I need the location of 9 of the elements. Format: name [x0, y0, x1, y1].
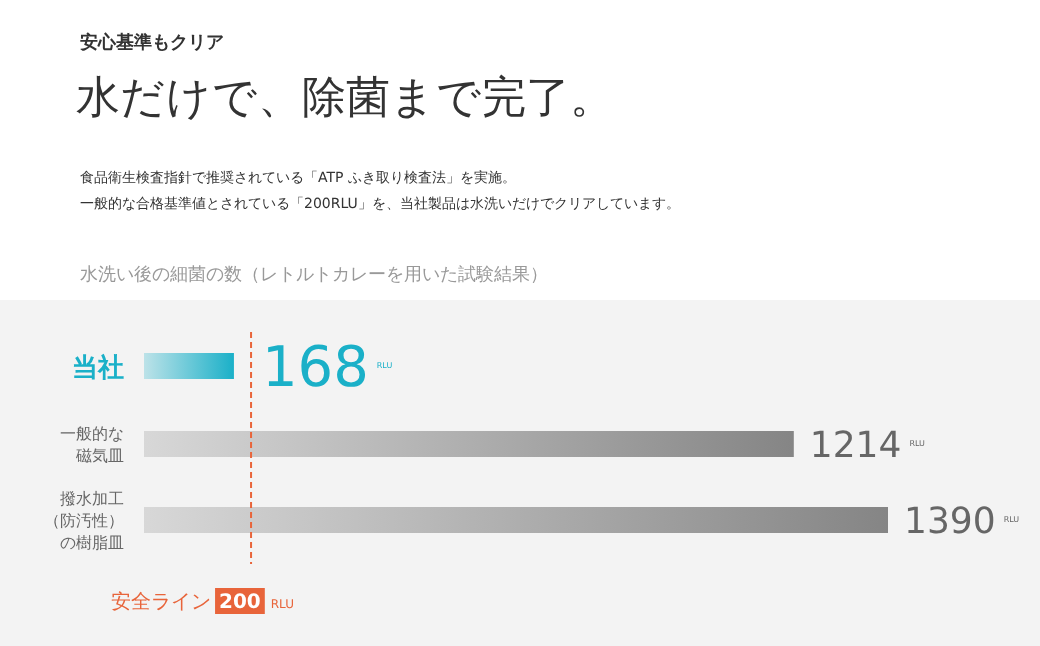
- data-label: 1214: [809, 424, 902, 467]
- chart-title: 水だけで、除菌まで完了。: [76, 74, 614, 124]
- data-label: 1390: [904, 500, 996, 543]
- y-tick-label: 当社: [72, 352, 124, 384]
- data-label: 168: [261, 334, 369, 401]
- y-tick-label: 一般的な磁気皿: [60, 425, 124, 465]
- y-tick-label: 撥水加工（防汚性）の樹脂皿: [44, 490, 124, 552]
- chart-subtitle: 安心基準もクリア: [80, 32, 224, 54]
- text: 水洗い後の細菌の数（レトルトカレーを用いた試験結果）: [80, 264, 548, 286]
